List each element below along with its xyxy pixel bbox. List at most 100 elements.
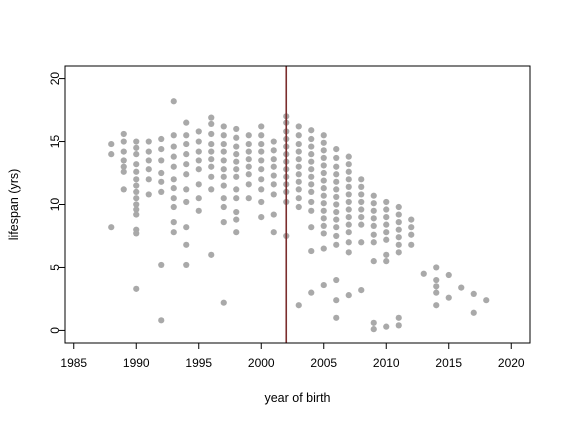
data-point [208, 163, 215, 170]
data-point [333, 171, 340, 178]
y-tick-label: 5 [48, 264, 62, 271]
data-point [333, 146, 340, 153]
scatter-points [108, 98, 490, 333]
data-point [208, 156, 215, 163]
data-point [395, 211, 402, 218]
data-point [308, 143, 315, 150]
data-point [233, 166, 240, 173]
data-point [208, 114, 215, 121]
data-point [320, 245, 327, 252]
data-point [270, 191, 277, 198]
x-tick-label: 2010 [373, 356, 400, 370]
data-point [145, 176, 152, 183]
data-point [333, 276, 340, 284]
data-point [245, 140, 252, 148]
data-point [208, 140, 215, 148]
y-tick-label: 10 [48, 198, 62, 212]
data-point [320, 200, 327, 207]
data-point [220, 173, 227, 180]
data-point [333, 224, 340, 231]
data-point [370, 222, 377, 230]
data-point [233, 208, 240, 216]
data-point [208, 173, 215, 180]
data-point [170, 176, 177, 183]
data-point [133, 188, 140, 196]
data-point [120, 163, 127, 170]
data-point [295, 171, 302, 178]
data-point [220, 123, 227, 130]
data-point [258, 176, 265, 183]
data-point [383, 206, 390, 213]
data-point [320, 192, 327, 199]
x-tick-label: 1995 [185, 356, 212, 370]
data-point [345, 292, 352, 299]
y-tick-label: 15 [48, 135, 62, 149]
data-point [258, 132, 265, 139]
data-point [358, 213, 365, 221]
data-point [333, 241, 340, 248]
data-point [320, 132, 327, 139]
data-point [295, 302, 302, 309]
data-point [308, 151, 315, 158]
data-point [158, 135, 165, 143]
data-point [183, 198, 190, 206]
data-point [158, 261, 165, 269]
y-axis: 0 5 10 15 20 [48, 72, 66, 334]
data-point [308, 127, 315, 134]
data-point [170, 203, 177, 211]
data-point [208, 186, 215, 193]
data-point [133, 285, 140, 292]
data-point [320, 281, 327, 289]
y-tick-label: 0 [48, 327, 62, 334]
data-point [170, 219, 177, 226]
data-point [133, 201, 140, 208]
data-point [420, 270, 427, 277]
data-point [295, 132, 302, 139]
data-point [383, 213, 390, 221]
data-point [320, 230, 327, 237]
data-point [233, 229, 240, 236]
data-point [370, 258, 377, 265]
data-point [208, 120, 215, 128]
data-point [370, 207, 377, 214]
data-point [270, 229, 277, 236]
data-point [258, 140, 265, 148]
data-point [133, 168, 140, 175]
data-point [195, 181, 202, 188]
data-point [270, 138, 277, 145]
data-point [345, 249, 352, 256]
data-point [345, 229, 352, 236]
data-point [195, 138, 202, 145]
data-point [433, 276, 440, 284]
data-point [333, 314, 340, 321]
data-point [433, 302, 440, 309]
data-point [220, 166, 227, 173]
data-point [395, 203, 402, 211]
data-point [120, 157, 127, 164]
data-point [295, 195, 302, 202]
data-point [183, 224, 190, 231]
data-point [220, 132, 227, 139]
data-point [170, 153, 177, 160]
data-point [183, 132, 190, 139]
data-point [445, 294, 452, 301]
data-point [270, 211, 277, 218]
data-point [345, 191, 352, 198]
data-point [333, 201, 340, 208]
data-point [170, 229, 177, 236]
data-point [208, 130, 215, 138]
data-point [158, 157, 165, 164]
data-point [320, 185, 327, 192]
data-point [133, 161, 140, 168]
data-point [245, 163, 252, 170]
data-point [220, 299, 227, 306]
data-point [320, 207, 327, 214]
data-point [258, 213, 265, 221]
data-point [158, 178, 165, 185]
data-point [483, 297, 490, 304]
data-point [170, 132, 177, 139]
data-point [370, 319, 377, 326]
data-point [183, 119, 190, 126]
data-point [108, 151, 115, 158]
